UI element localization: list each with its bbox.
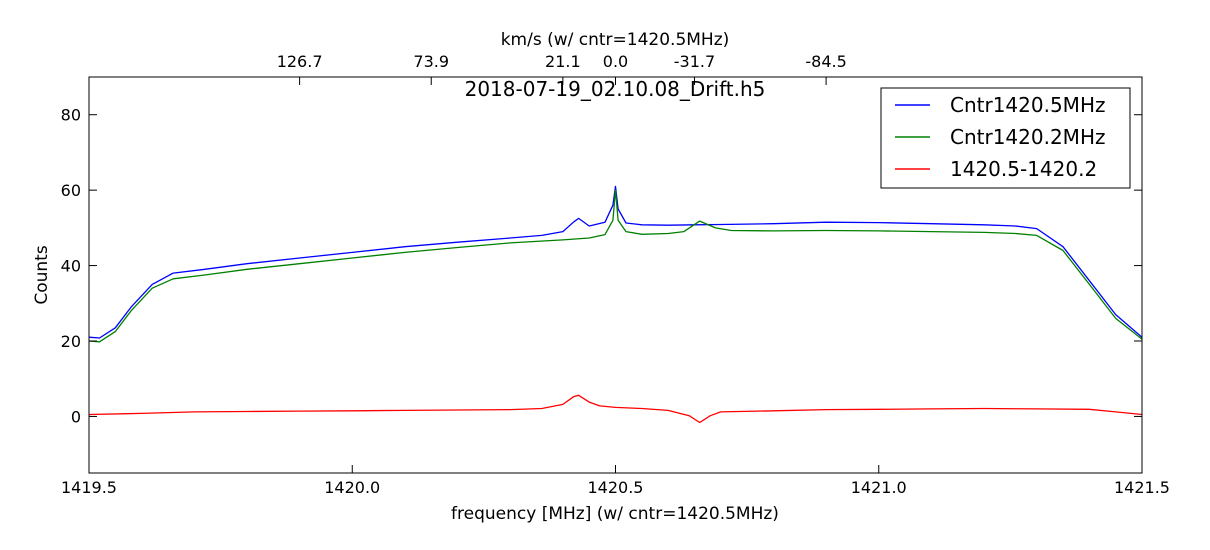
series-layer [88,185,1143,424]
top-axis-label: km/s (w/ cntr=1420.5MHz) [501,30,730,50]
y-tick-label: 40 [61,257,81,276]
x-tick-label: 1421.0 [851,478,907,497]
legend-entries: Cntr1420.5MHz Cntr1420.2MHz 1420.5-1420.2 [895,93,1105,181]
x-tick-label: 1420.0 [324,478,380,497]
x-tick-label: 1419.5 [61,478,117,497]
top-tick-label: 126.7 [277,52,323,71]
series-line-1 [88,185,1143,339]
top-tick-label: 73.9 [413,52,449,71]
x-tick-label: 1420.5 [588,478,644,497]
top-tick-label: -84.5 [805,52,846,71]
top-tick-label: 0.0 [603,52,628,71]
y-axis-label: Counts [32,245,52,304]
y-tick-label: 80 [61,106,81,125]
y-tick-label: 60 [61,181,81,200]
ticks-layer: 1419.5 1420.0 1420.5 1421.0 1421.5 0 20 40 60 80 -… [61,52,1170,497]
x-axis-label: frequency [MHz] (w/ cntr=1420.5MHz) [451,504,779,524]
plot-frame [88,76,1143,474]
y-tick-label: 0 [71,407,81,426]
y-tick-label: 20 [61,332,81,351]
legend-label-3: 1420.5-1420.2 [950,157,1097,181]
legend-label-1: Cntr1420.5MHz [950,93,1105,117]
series-line-3 [88,394,1143,424]
x-tick-label: 1421.5 [1114,478,1170,497]
chart-title: 2018-07-19_02.10.08_Drift.h5 [465,77,766,101]
top-tick-label: -31.7 [674,52,715,71]
top-tick-label: 21.1 [545,52,581,71]
legend: Cntr1420.5MHz Cntr1420.2MHz 1420.5-1420.2 [880,87,1131,189]
legend-label-2: Cntr1420.2MHz [950,125,1105,149]
series-line-2 [88,189,1143,343]
